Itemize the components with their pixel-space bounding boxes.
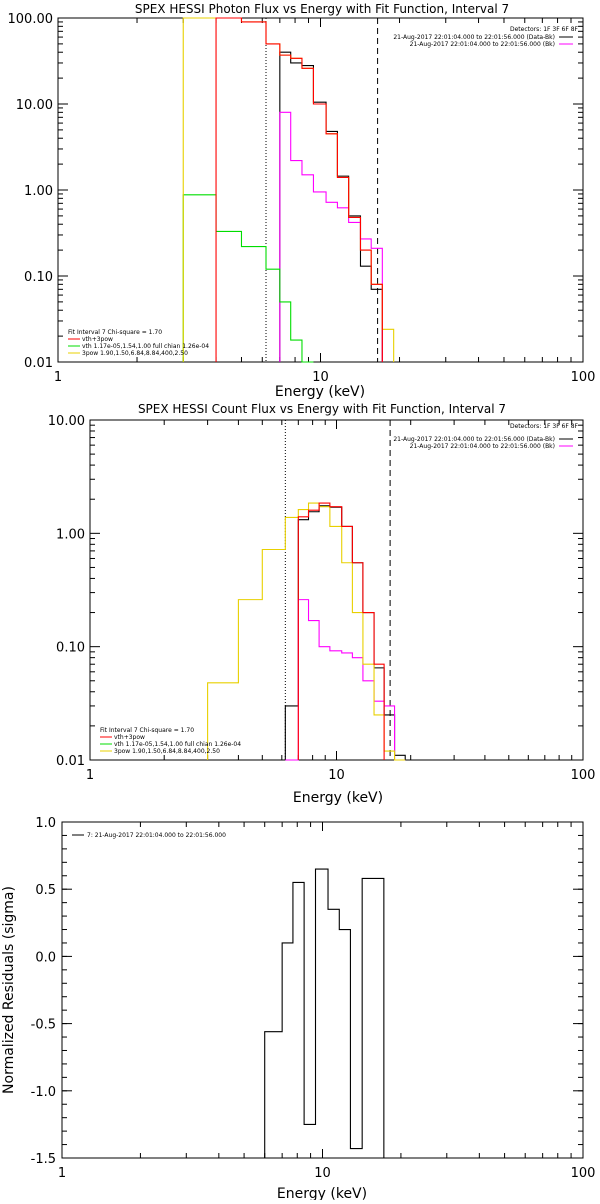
legend-left-text: 3pow 1.90,1.50,6.84,8.84,400,2.50 (82, 350, 188, 357)
y-tick-label: 100.00 (8, 12, 54, 27)
series-line (182, 194, 314, 363)
series-line (279, 51, 383, 362)
residuals-panel: 1 10 100 -1.5 -1.0 -0.5 0.0 0.5 1.0 7: 21-Aug-201… (1, 816, 596, 1202)
series-line (264, 868, 385, 1158)
plot-frame (61, 821, 584, 1159)
y-tick-label: 0.0 (35, 950, 56, 965)
plot-frame (57, 17, 584, 363)
legend-right-text: 21-Aug-2017 22:01:04.000 to 22:01:56.000… (410, 41, 555, 48)
x-axis-label: Energy (keV) (277, 1186, 367, 1200)
x-tick-label: 100 (571, 768, 596, 783)
y-tick-label: 10.00 (48, 414, 85, 429)
y-tick-label: 10.00 (16, 98, 53, 113)
legend-left-text: vth 1.17e-05,1.54,1.00 full chian 1.26e-… (82, 343, 209, 350)
y-tick-label: -0.5 (31, 1018, 56, 1033)
y-tick-label: 1.00 (56, 527, 85, 542)
x-tick-label: 1 (54, 370, 62, 385)
x-tick-label: 10 (314, 1166, 331, 1181)
detectors-label: Detectors: 1F 3F 6F 8F (510, 423, 579, 430)
x-tick-label: 10 (328, 768, 345, 783)
y-tick-label: 0.01 (24, 356, 53, 371)
y-tick-label: -1.0 (31, 1085, 56, 1100)
x-axis-label: Energy (keV) (293, 790, 383, 806)
plot-area: 1 10 100 0.01 0.10 1.00 10.00 21-Aug-2017 22:01… (48, 414, 596, 783)
series-line (285, 599, 406, 761)
legend-left-text: Fit Interval 7 Chi-square = 1.70 (100, 727, 194, 734)
y-tick-label: 1.00 (24, 184, 53, 199)
photon-flux-panel: SPEX HESSI Photon Flux vs Energy with Fi… (8, 2, 596, 400)
legend-right-text: 21-Aug-2017 22:01:04.000 to 22:01:56.000… (410, 443, 555, 450)
y-tick-label: -1.5 (31, 1152, 56, 1167)
panel-title: SPEX HESSI Count Flux vs Energy with Fit… (138, 402, 506, 416)
series-line (284, 505, 406, 760)
series-line (182, 17, 395, 362)
series-line (279, 111, 383, 362)
x-axis-label: Energy (keV) (275, 384, 365, 400)
legend-left-text: 3pow 1.90,1.50,6.84,8.84,400,2.50 (114, 748, 220, 755)
y-tick-label: 0.10 (56, 641, 85, 656)
y-tick-label: 1.0 (35, 816, 56, 831)
plot-frame (89, 419, 584, 761)
series-line (207, 502, 406, 761)
count-flux-panel: SPEX HESSI Count Flux vs Energy with Fit… (48, 402, 596, 806)
plot-area: 1 10 100 0.01 0.10 1.00 10.00 100.00 21-Aug-2017… (8, 12, 596, 385)
legend-right-text: 21-Aug-2017 22:01:04.000 to 22:01:56.000… (393, 436, 555, 443)
legend-right-text: 21-Aug-2017 22:01:04.000 to 22:01:56.000… (393, 34, 555, 41)
plot-area: 1 10 100 -1.5 -1.0 -0.5 0.0 0.5 1.0 7: 21-Aug-201… (31, 816, 596, 1181)
y-tick-label: 0.5 (35, 883, 56, 898)
y-axis-label: Normalized Residuals (sigma) (1, 886, 17, 1094)
y-tick-label: 0.01 (56, 754, 85, 769)
series-line (215, 17, 383, 362)
x-tick-label: 1 (58, 1166, 66, 1181)
x-tick-label: 100 (571, 370, 596, 385)
detectors-label: Detectors: 1F 3F 6F 8F (510, 26, 579, 33)
legend-left-text: vth+3pow (114, 734, 145, 741)
x-tick-label: 100 (571, 1166, 596, 1181)
legend-text: 7: 21-Aug-2017 22:01:04.000 to 22:01:56.… (87, 832, 226, 839)
legend-left-text: vth 1.17e-05,1.54,1.00 full chian 1.26e-… (114, 741, 241, 748)
y-tick-label: 0.10 (24, 270, 53, 285)
panel-title: SPEX HESSI Photon Flux vs Energy with Fi… (135, 2, 509, 16)
x-tick-label: 10 (312, 370, 329, 385)
legend-left-text: vth+3pow (82, 336, 113, 343)
legend-left-text: Fit Interval 7 Chi-square = 1.70 (68, 329, 162, 336)
series-line (297, 502, 385, 760)
x-tick-label: 1 (86, 768, 94, 783)
